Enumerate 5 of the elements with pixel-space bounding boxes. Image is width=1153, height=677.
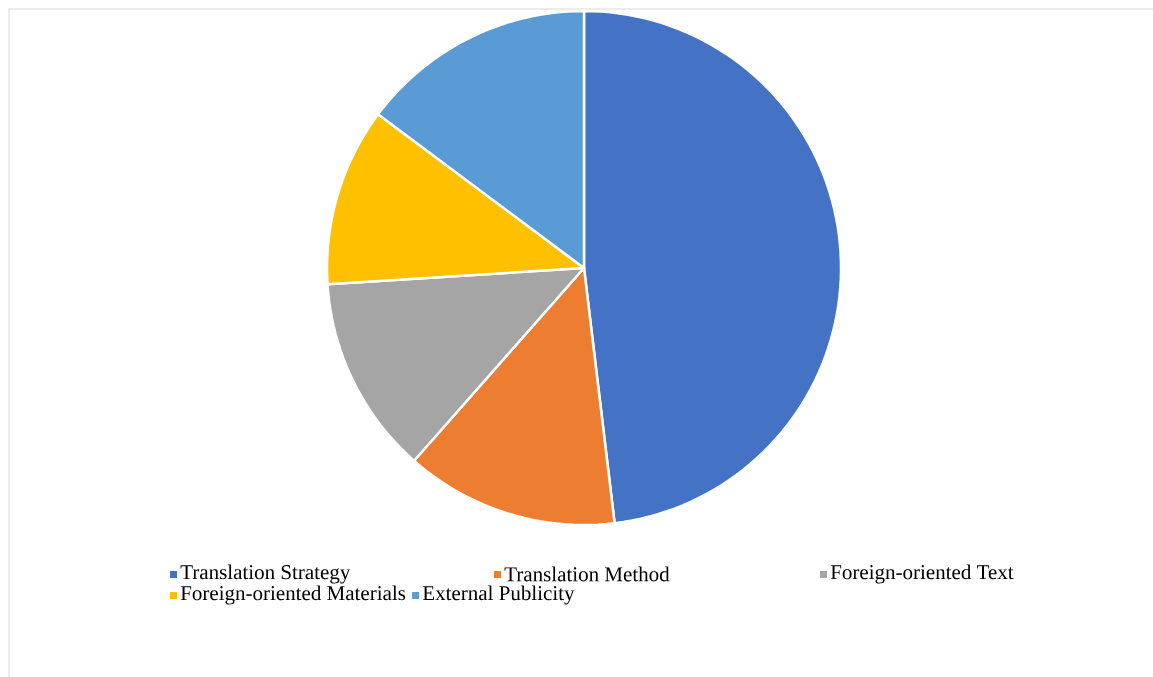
legend-label: Translation Method <box>504 566 670 582</box>
legend-label: Translation Strategy <box>180 564 351 584</box>
legend-label: Foreign-oriented Text <box>830 564 1014 584</box>
legend-label: External Publicity <box>422 585 575 605</box>
legend-label: Foreign-oriented Materials <box>180 585 406 605</box>
